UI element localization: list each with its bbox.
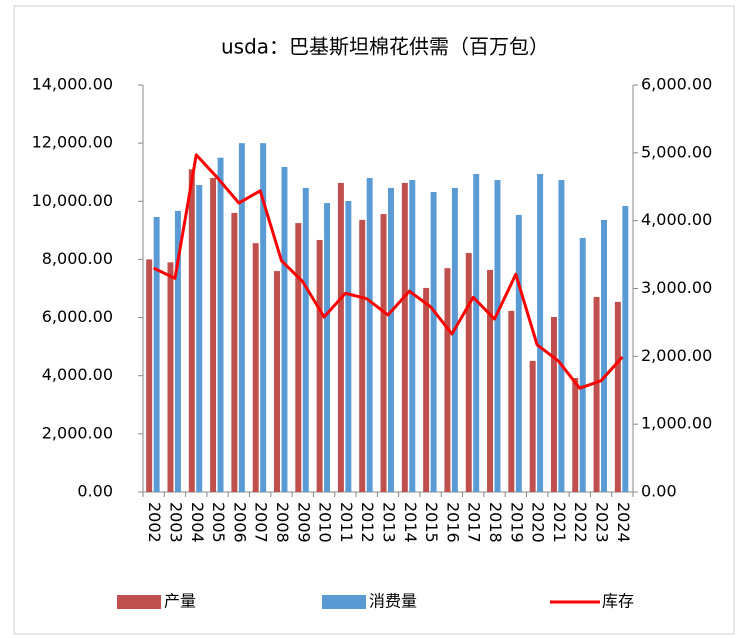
line — [153, 153, 624, 390]
x-tick-label: 2007 — [252, 502, 271, 543]
bar — [231, 212, 238, 492]
x-tick-label: 2024 — [614, 502, 633, 543]
x-tick-label: 2012 — [358, 502, 377, 543]
bar — [515, 214, 522, 492]
x-tick-label: 2021 — [550, 502, 569, 543]
legend-swatch — [117, 595, 161, 609]
x-tick-label: 2013 — [380, 502, 399, 543]
bar — [593, 296, 600, 492]
x-tick-label: 2011 — [337, 502, 356, 543]
x-tick-label: 2023 — [593, 502, 612, 543]
bar — [572, 378, 579, 492]
y-tick-label: 6,000.00 — [42, 307, 113, 326]
bar — [359, 219, 366, 493]
bar — [423, 287, 430, 492]
bar — [529, 360, 536, 492]
bar — [558, 180, 565, 492]
bar — [210, 178, 217, 492]
y-tick-label: 10,000.00 — [32, 191, 113, 210]
bar — [622, 205, 629, 493]
bar — [316, 239, 323, 492]
x-tick-label: 2017 — [465, 502, 484, 543]
bar — [494, 180, 501, 492]
y-tick-label: 2,000.00 — [42, 423, 113, 442]
x-tick-label: 2018 — [486, 502, 505, 543]
x-tick-label: 2015 — [422, 502, 441, 543]
x-tick-label: 2006 — [230, 502, 249, 543]
y2-tick-label: 3,000.00 — [641, 278, 712, 297]
bar — [188, 169, 195, 493]
chart-title: usda：巴基斯坦棉花供需（百万包） — [221, 35, 549, 59]
bar — [451, 187, 458, 493]
bar — [337, 182, 344, 493]
bar — [380, 214, 387, 492]
x-tick-label: 2002 — [145, 502, 164, 543]
bar — [487, 269, 494, 492]
bar — [550, 316, 557, 492]
x-tick-label: 2016 — [443, 502, 462, 543]
x-tick-label: 2010 — [316, 502, 335, 543]
bar — [274, 271, 280, 492]
y-tick-label: 8,000.00 — [42, 249, 113, 268]
chart-border — [13, 5, 735, 635]
legend-label: 产量 — [164, 592, 196, 611]
bar — [366, 178, 373, 492]
bar — [508, 310, 515, 492]
bar — [401, 182, 408, 493]
bar — [167, 262, 174, 492]
y-tick-label: 14,000.00 — [32, 75, 113, 94]
y2-tick-label: 2,000.00 — [641, 346, 712, 365]
bar — [281, 166, 288, 492]
legend-label: 库存 — [602, 592, 634, 611]
y2-tick-label: 0.00 — [641, 482, 677, 501]
bar — [252, 243, 259, 492]
bar — [444, 268, 451, 492]
bar — [409, 180, 416, 492]
bar — [238, 143, 245, 492]
x-tick-label: 2014 — [401, 502, 420, 543]
y2-tick-label: 4,000.00 — [641, 210, 712, 229]
legend-swatch — [322, 595, 366, 609]
bar — [579, 237, 586, 492]
bar — [324, 203, 331, 492]
y-tick-label: 0.00 — [77, 482, 113, 501]
y-tick-label: 12,000.00 — [32, 133, 113, 152]
y2-tick-label: 5,000.00 — [641, 142, 712, 161]
x-tick-label: 2004 — [188, 502, 207, 543]
bar — [430, 191, 437, 493]
y-tick-label: 4,000.00 — [42, 365, 113, 384]
bar — [217, 157, 224, 492]
y2-tick-label: 6,000.00 — [641, 75, 712, 94]
bar — [537, 173, 544, 493]
bar — [465, 253, 472, 492]
bar — [196, 185, 203, 492]
bar — [601, 219, 608, 493]
y2-tick-label: 1,000.00 — [641, 414, 712, 433]
bar — [614, 301, 621, 492]
x-tick-label: 2020 — [529, 502, 548, 543]
x-tick-label: 2009 — [294, 502, 313, 543]
bar — [302, 187, 309, 493]
bar — [388, 187, 394, 493]
bar — [146, 259, 153, 492]
bar — [295, 223, 302, 492]
x-tick-label: 2003 — [166, 502, 185, 543]
legend-label: 消费量 — [369, 592, 417, 611]
bar — [260, 143, 267, 492]
x-tick-label: 2019 — [507, 502, 526, 543]
bar — [473, 173, 480, 493]
bar — [174, 210, 181, 493]
x-tick-label: 2005 — [209, 502, 228, 543]
bar — [345, 200, 352, 492]
bar — [153, 216, 160, 492]
x-tick-label: 2022 — [571, 502, 590, 543]
x-tick-label: 2008 — [273, 502, 292, 543]
